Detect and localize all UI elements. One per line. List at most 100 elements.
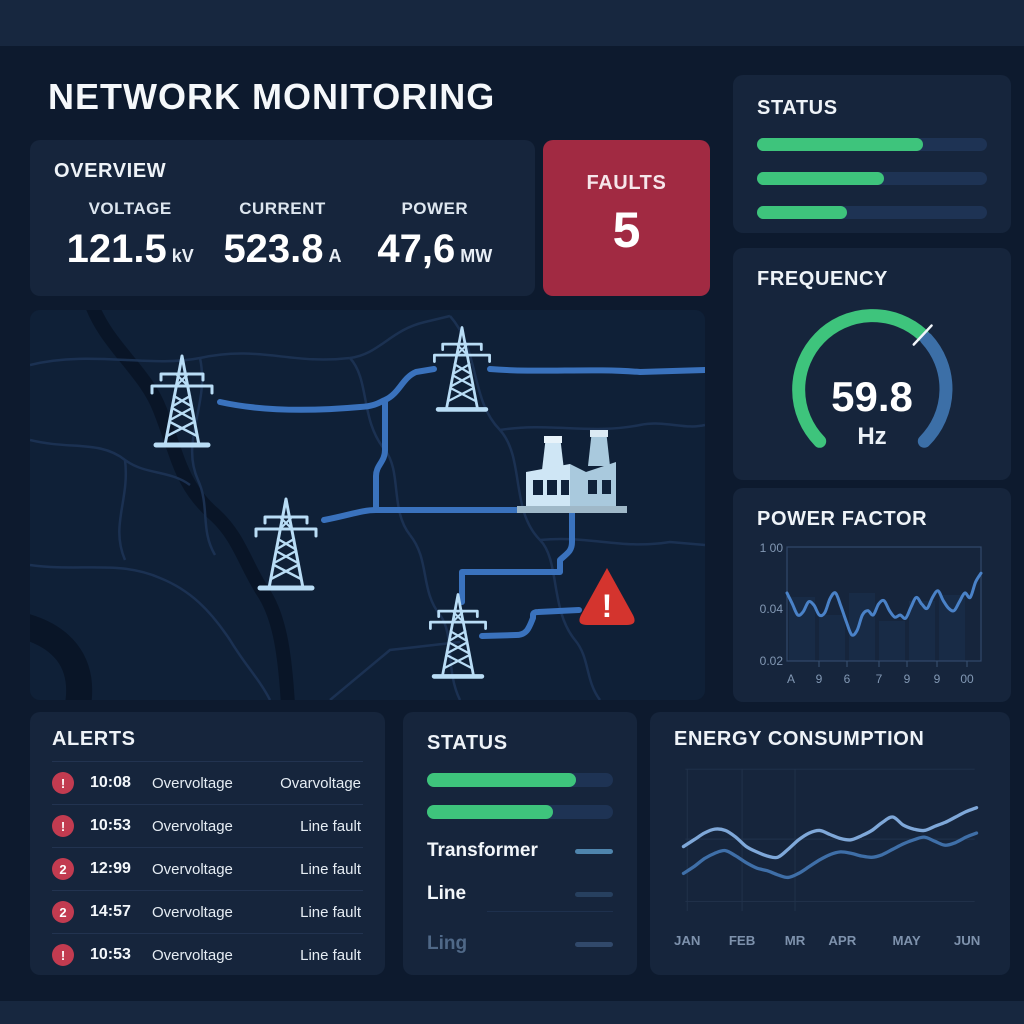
metric-unit: kV xyxy=(171,246,194,266)
status-bar-fill xyxy=(757,172,884,185)
bottom-frame-band xyxy=(0,1001,1024,1024)
alert-severity-icon: ! xyxy=(52,772,74,794)
alerts-list: ! 10:08 Overvoltage Ovarvoltage ! 10:53 … xyxy=(52,761,363,976)
alert-severity-icon: 2 xyxy=(52,858,74,880)
svg-text:7: 7 xyxy=(876,672,883,686)
svg-text:9: 9 xyxy=(816,672,823,686)
faults-label: FAULTS xyxy=(586,172,667,194)
energy-title: ENERGY CONSUMPTION xyxy=(674,728,925,750)
metric-value: 523.8 A xyxy=(206,227,358,272)
grid-map: ! xyxy=(30,310,705,700)
status-bar-fill xyxy=(427,773,576,787)
alert-time: 10:08 xyxy=(90,774,131,791)
power-lines xyxy=(217,366,705,639)
alert-row[interactable]: ! 10:53 Overvoltage Line fault xyxy=(52,933,363,976)
energy-line-lower xyxy=(681,831,979,880)
alert-detail: Line fault xyxy=(300,860,361,878)
svg-text:FEB: FEB xyxy=(729,933,755,948)
svg-text:0.04: 0.04 xyxy=(760,602,784,616)
alert-row[interactable]: ! 10:53 Overvoltage Line fault xyxy=(52,804,363,847)
alerts-title: ALERTS xyxy=(52,728,136,750)
metric-unit: MW xyxy=(460,246,493,266)
gauge-arc xyxy=(792,309,953,448)
alert-type: Overvoltage xyxy=(152,817,233,835)
metric-current: CURRENT 523.8 A xyxy=(206,199,358,272)
alert-severity-icon: 2 xyxy=(52,901,74,923)
legend-dash xyxy=(575,941,613,947)
alert-detail: Line fault xyxy=(300,946,361,964)
overview-panel: OVERVIEW VOLTAGE 121.5 kV CURRENT 523.8 A … xyxy=(30,140,535,296)
fault-warning-icon[interactable]: ! xyxy=(579,568,635,625)
frequency-unit: Hz xyxy=(857,423,887,450)
status-bottom-title: STATUS xyxy=(427,732,508,754)
y-axis-labels: 1 00 0.04 0.02 xyxy=(760,541,784,668)
legend-item-line: Line xyxy=(427,883,613,905)
svg-text:APR: APR xyxy=(828,933,856,948)
svg-text:9: 9 xyxy=(904,672,911,686)
month-labels: JAN FEB MR APR MAY JUN xyxy=(674,933,980,948)
energy-chart: JAN FEB MR APR MAY JUN xyxy=(674,768,980,948)
metric-number: 121.5 xyxy=(66,227,167,271)
metric-label: VOLTAGE xyxy=(88,199,172,218)
energy-panel: ENERGY CONSUMPTION JAN FEB MR APR MAY JU… xyxy=(650,712,1010,975)
power-factor-line xyxy=(785,571,983,637)
alert-type: Overvoltage xyxy=(152,946,233,964)
status-bar-track xyxy=(427,773,613,787)
page-title: NETWORK MONITORING xyxy=(48,76,496,117)
alert-type: Overvoltage xyxy=(152,903,233,921)
map-river xyxy=(30,310,295,700)
chart-background-bars xyxy=(789,593,965,661)
status-bars xyxy=(757,138,987,219)
power-plant-icon[interactable] xyxy=(517,430,627,513)
alert-row[interactable]: 2 14:57 Overvoltage Line fault xyxy=(52,890,363,933)
svg-text:00: 00 xyxy=(960,672,974,686)
legend-item-ling: Ling xyxy=(427,933,613,955)
svg-text:MR: MR xyxy=(785,933,806,948)
alert-time: 10:53 xyxy=(90,946,131,963)
legend-label: Ling xyxy=(427,933,468,954)
svg-text:A: A xyxy=(787,672,795,686)
status-bottom-bars xyxy=(427,773,613,819)
power-factor-title: POWER FACTOR xyxy=(757,508,928,530)
x-axis-ticks xyxy=(818,661,968,667)
faults-tile[interactable]: FAULTS 5 xyxy=(543,140,710,296)
gauge-needle-tick xyxy=(912,324,933,346)
plot-border xyxy=(786,546,982,662)
metric-value: 121.5 kV xyxy=(54,227,206,272)
alert-time: 12:99 xyxy=(90,860,131,877)
grid-map-panel: ! xyxy=(30,310,705,700)
frequency-panel: FREQUENCY 59.8 Hz xyxy=(733,248,1011,480)
alerts-panel: ALERTS ! 10:08 Overvoltage Ovarvoltage !… xyxy=(30,712,385,975)
power-factor-panel: POWER FACTOR 1 00 0.04 0.02 A 9 6 7 9 xyxy=(733,488,1011,702)
status-bar-track xyxy=(757,138,987,151)
status-bar-track xyxy=(757,206,987,219)
metric-number: 523.8 xyxy=(223,227,324,271)
frequency-gauge: 59.8 Hz xyxy=(757,293,987,469)
alert-row[interactable]: ! 10:08 Overvoltage Ovarvoltage xyxy=(52,761,363,804)
metric-label: POWER xyxy=(401,199,469,218)
metric-label: CURRENT xyxy=(239,199,326,218)
alert-type: Overvoltage xyxy=(152,860,233,878)
metric-number: 47,6 xyxy=(377,227,456,271)
chart-gridlines xyxy=(685,768,975,911)
status-bar-fill xyxy=(757,206,847,219)
metric-value: 47,6 MW xyxy=(359,227,511,272)
legend-divider xyxy=(487,911,613,912)
metric-unit: A xyxy=(328,246,342,266)
svg-text:1 00: 1 00 xyxy=(760,541,784,555)
legend-label: Transformer xyxy=(427,840,538,861)
metric-voltage: VOLTAGE 121.5 kV xyxy=(54,199,206,272)
x-axis-labels: A 9 6 7 9 9 00 xyxy=(787,672,974,686)
svg-text:JAN: JAN xyxy=(674,933,700,948)
svg-text:0.02: 0.02 xyxy=(760,654,784,668)
alert-row[interactable]: 2 12:99 Overvoltage Line fault xyxy=(52,847,363,890)
warning-glyph: ! xyxy=(602,588,613,624)
alert-detail: Ovarvoltage xyxy=(280,774,361,792)
energy-line-upper xyxy=(681,806,979,860)
status-bar-track xyxy=(427,805,613,819)
status-panel-top: STATUS xyxy=(733,75,1011,233)
frequency-value: 59.8 xyxy=(831,373,913,420)
legend-dash xyxy=(575,891,613,897)
legend-dash xyxy=(575,848,613,854)
frequency-title: FREQUENCY xyxy=(757,268,888,290)
